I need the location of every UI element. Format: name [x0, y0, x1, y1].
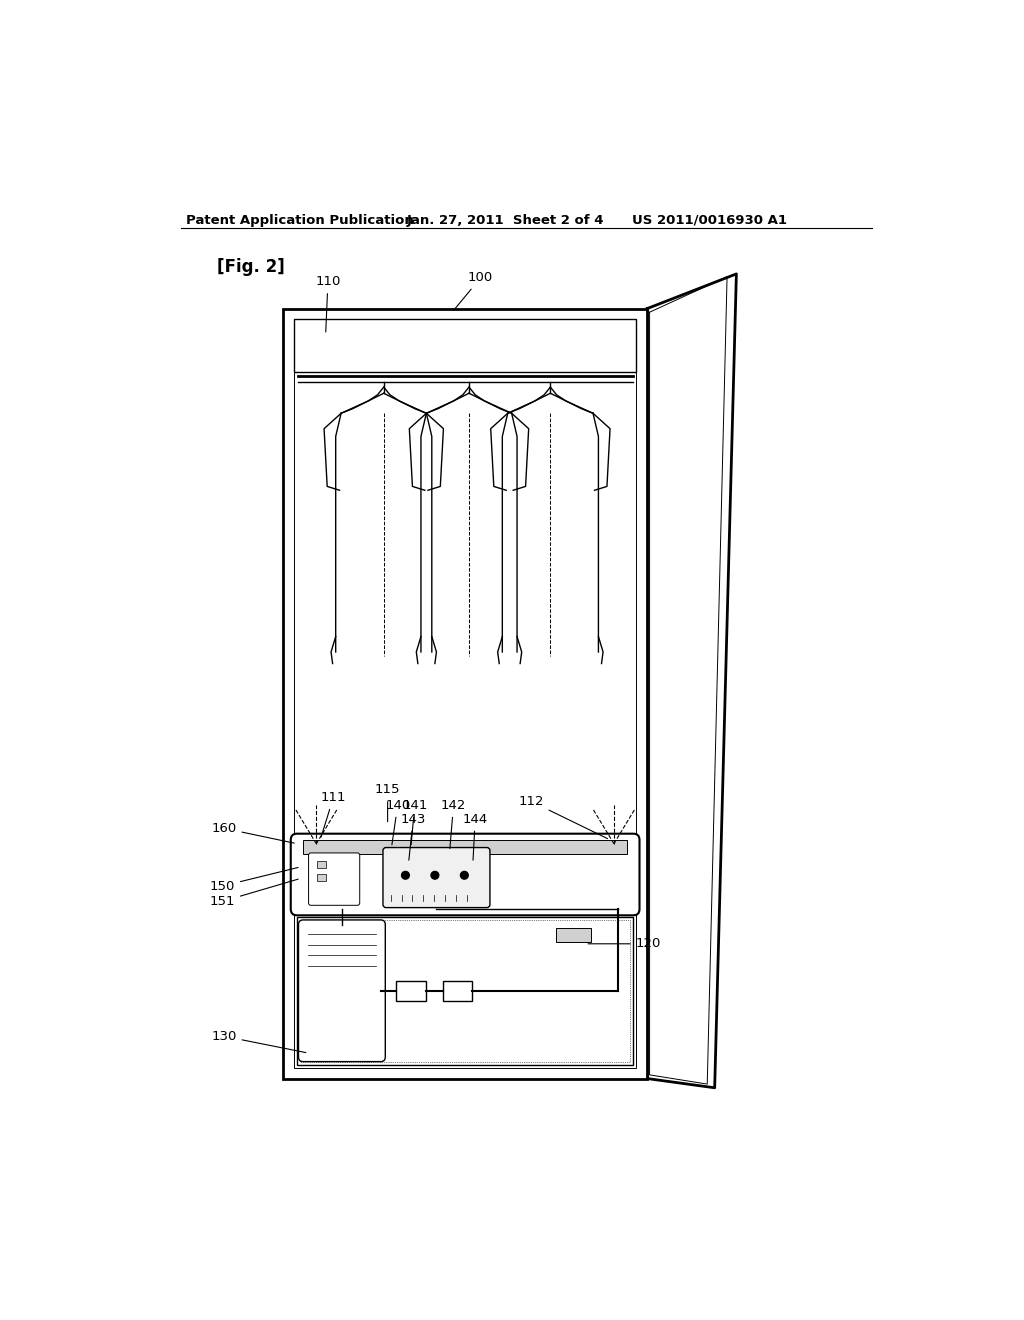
Text: [Fig. 2]: [Fig. 2]	[217, 259, 285, 276]
Bar	[317, 862, 327, 869]
Circle shape	[461, 871, 468, 879]
Bar	[283, 309, 647, 1078]
Bar	[294, 319, 636, 1068]
Bar	[303, 840, 627, 854]
FancyBboxPatch shape	[299, 920, 385, 1061]
Text: Patent Application Publication: Patent Application Publication	[186, 214, 414, 227]
FancyBboxPatch shape	[291, 834, 640, 915]
Circle shape	[431, 871, 438, 879]
Bar	[300, 920, 630, 1061]
Bar	[396, 981, 426, 1001]
FancyBboxPatch shape	[308, 853, 359, 906]
Text: 150: 150	[210, 867, 298, 892]
Text: 110: 110	[315, 275, 341, 331]
Bar	[556, 928, 591, 942]
Text: 120: 120	[588, 937, 662, 950]
Text: 151: 151	[210, 879, 298, 908]
Text: 140: 140	[385, 799, 411, 845]
Text: 100: 100	[454, 271, 494, 310]
Text: 160: 160	[211, 822, 294, 843]
Text: 141: 141	[402, 799, 427, 845]
Bar	[317, 874, 327, 880]
Text: 115: 115	[375, 783, 400, 821]
Bar	[297, 917, 633, 1065]
Text: 143: 143	[400, 813, 426, 861]
Polygon shape	[647, 275, 736, 1088]
Text: 112: 112	[518, 795, 607, 838]
Text: 111: 111	[321, 791, 346, 837]
FancyBboxPatch shape	[383, 847, 489, 908]
Text: 142: 142	[440, 799, 466, 849]
Text: Jan. 27, 2011  Sheet 2 of 4: Jan. 27, 2011 Sheet 2 of 4	[407, 214, 604, 227]
Circle shape	[401, 871, 410, 879]
Text: 144: 144	[463, 813, 487, 861]
Text: US 2011/0016930 A1: US 2011/0016930 A1	[632, 214, 786, 227]
Text: 130: 130	[211, 1030, 306, 1052]
Bar	[294, 319, 636, 372]
Bar	[442, 981, 472, 1001]
